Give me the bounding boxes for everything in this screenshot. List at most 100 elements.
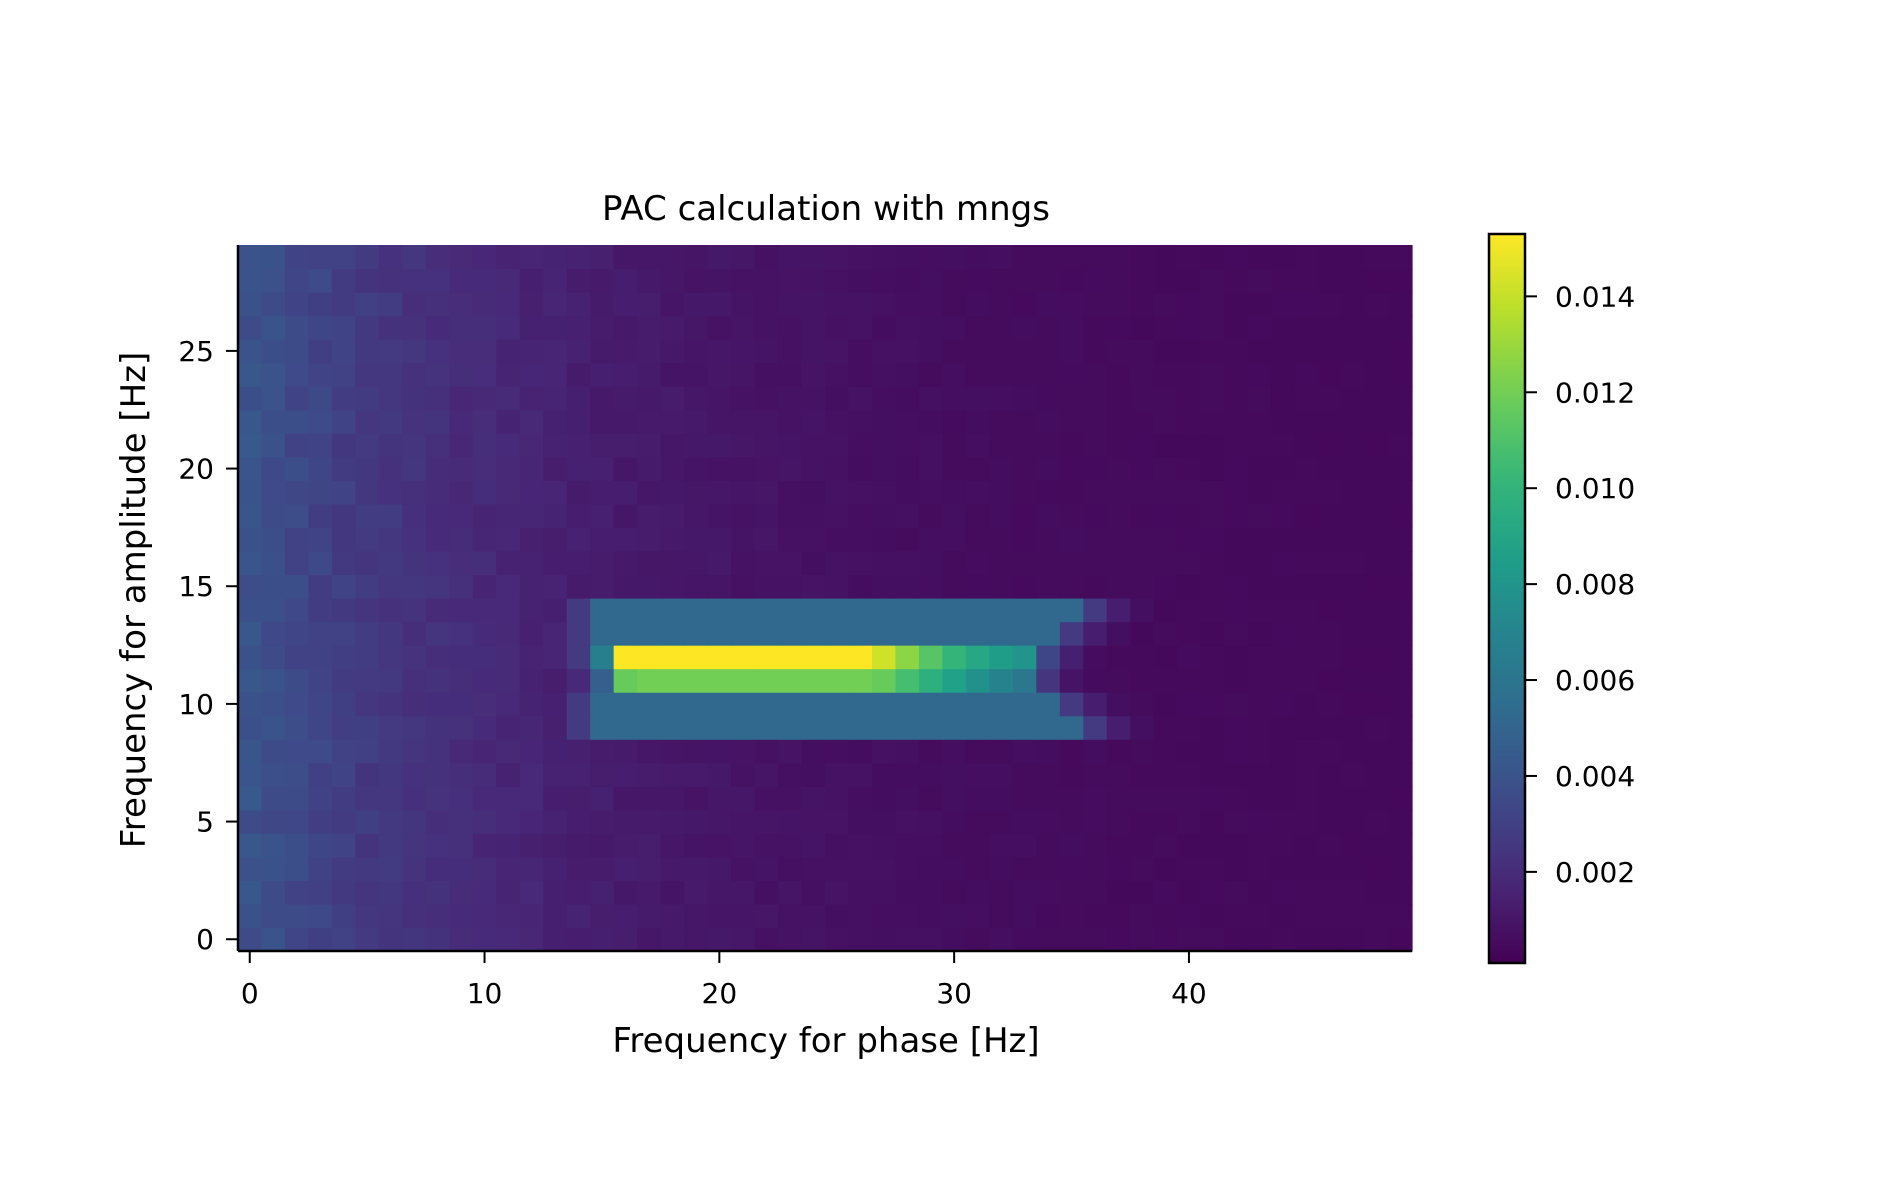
heatmap-cell — [684, 880, 708, 904]
heatmap-cell — [1365, 692, 1389, 716]
heatmap-cell — [1389, 316, 1413, 340]
heatmap-cell — [543, 504, 567, 528]
heatmap-cell — [731, 622, 755, 646]
heatmap-cell — [1107, 363, 1131, 387]
heatmap-cell — [825, 245, 849, 269]
heatmap-cell — [1130, 904, 1154, 928]
heatmap-cell — [238, 480, 262, 504]
heatmap-cell — [1177, 245, 1201, 269]
heatmap-cell — [449, 551, 473, 575]
heatmap-cell — [1130, 527, 1154, 551]
heatmap-cell — [1036, 574, 1060, 598]
heatmap-cell — [1201, 316, 1225, 340]
heatmap-cell — [919, 363, 943, 387]
heatmap-cell — [1201, 904, 1225, 928]
heatmap-cell — [966, 622, 990, 646]
heatmap-cell — [567, 457, 591, 481]
heatmap-cell — [308, 716, 332, 740]
heatmap-cell — [1295, 339, 1319, 363]
heatmap-cell — [285, 880, 309, 904]
heatmap-cell — [1271, 433, 1295, 457]
heatmap-cell — [684, 716, 708, 740]
heatmap-cell — [1154, 363, 1178, 387]
heatmap-cell — [1224, 622, 1248, 646]
heatmap-cell — [473, 904, 497, 928]
heatmap-cell — [848, 622, 872, 646]
heatmap-cell — [942, 786, 966, 810]
heatmap-cell — [1201, 692, 1225, 716]
heatmap-cell — [942, 669, 966, 693]
heatmap-cell — [520, 527, 544, 551]
heatmap-cell — [778, 433, 802, 457]
heatmap-cell — [473, 786, 497, 810]
heatmap-cell — [379, 527, 403, 551]
heatmap-cell — [1248, 669, 1272, 693]
heatmap-cell — [308, 386, 332, 410]
heatmap-cell — [308, 480, 332, 504]
heatmap-cell — [449, 316, 473, 340]
heatmap-cell — [379, 786, 403, 810]
heatmap-cell — [825, 292, 849, 316]
heatmap-cell — [1271, 739, 1295, 763]
heatmap-cell — [1013, 386, 1037, 410]
heatmap-cell — [661, 692, 685, 716]
heatmap-cell — [1177, 504, 1201, 528]
heatmap-cell — [731, 292, 755, 316]
heatmap-cell — [989, 527, 1013, 551]
heatmap-cell — [473, 669, 497, 693]
heatmap-cell — [1107, 669, 1131, 693]
heatmap-cell — [520, 810, 544, 834]
heatmap-cell — [590, 574, 614, 598]
heatmap-cell — [496, 245, 520, 269]
heatmap-cell — [708, 339, 732, 363]
heatmap-cell — [1177, 551, 1201, 575]
heatmap-cell — [1013, 763, 1037, 787]
heatmap-cell — [1154, 410, 1178, 434]
heatmap-cell — [520, 786, 544, 810]
heatmap-cell — [989, 316, 1013, 340]
heatmap-cell — [989, 386, 1013, 410]
heatmap-cell — [731, 645, 755, 669]
heatmap-cell — [731, 692, 755, 716]
heatmap-cell — [1036, 433, 1060, 457]
heatmap-cell — [1036, 927, 1060, 951]
heatmap-cell — [684, 739, 708, 763]
heatmap-cell — [473, 410, 497, 434]
heatmap-cell — [1318, 645, 1342, 669]
heatmap-cell — [1083, 645, 1107, 669]
heatmap-cell — [473, 645, 497, 669]
heatmap-cell — [1224, 645, 1248, 669]
heatmap-cell — [355, 551, 379, 575]
heatmap-cell — [590, 645, 614, 669]
heatmap-cell — [261, 692, 285, 716]
heatmap-cell — [261, 504, 285, 528]
heatmap-cell — [755, 716, 779, 740]
heatmap-cell — [872, 386, 896, 410]
heatmap-cell — [1248, 810, 1272, 834]
heatmap-cell — [543, 457, 567, 481]
heatmap-cell — [473, 504, 497, 528]
heatmap-cell — [238, 880, 262, 904]
heatmap-cell — [825, 433, 849, 457]
heatmap-cell — [872, 480, 896, 504]
heatmap-cell — [1271, 857, 1295, 881]
heatmap-cell — [778, 269, 802, 293]
heatmap-cell — [261, 763, 285, 787]
heatmap-cell — [520, 386, 544, 410]
heatmap-cell — [590, 527, 614, 551]
heatmap-cell — [520, 833, 544, 857]
heatmap-cell — [590, 669, 614, 693]
heatmap-cell — [473, 880, 497, 904]
heatmap-cell — [1177, 457, 1201, 481]
heatmap-cell — [1013, 669, 1037, 693]
heatmap-cell — [1154, 810, 1178, 834]
heatmap-cell — [496, 669, 520, 693]
heatmap-cell — [1177, 410, 1201, 434]
heatmap-cell — [1295, 669, 1319, 693]
heatmap-cell — [1201, 716, 1225, 740]
heatmap-cell — [778, 480, 802, 504]
heatmap-cell — [1389, 763, 1413, 787]
heatmap-cell — [1295, 880, 1319, 904]
heatmap-cell — [755, 645, 779, 669]
heatmap-cell — [402, 527, 426, 551]
